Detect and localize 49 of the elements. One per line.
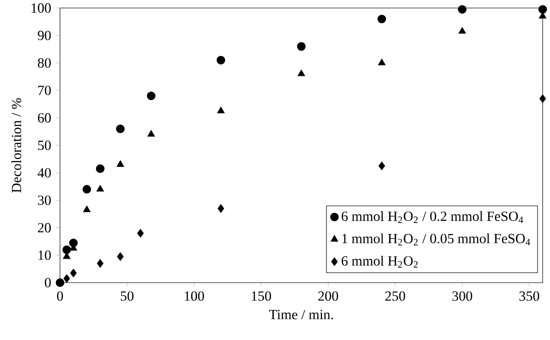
point [63,274,70,283]
point [116,124,125,134]
x-tick-label: 0 [57,291,63,301]
point [217,106,225,114]
x-tick-label: 300 [452,291,472,301]
point [82,185,92,194]
point [117,252,124,261]
y-tick-label: 20 [38,223,51,232]
point [378,14,386,24]
y-tick-label: 80 [38,58,51,68]
point [56,278,64,287]
y-tick-label: 30 [38,196,51,205]
x-tick-label: 350 [519,291,540,301]
point [218,204,224,213]
y-tick-label: 0 [44,278,51,288]
legend-label: 6 mmol H$_{2}$O$_{2}$ [342,256,418,268]
point [116,160,124,167]
y-tick-label: 50 [38,140,51,150]
point [146,92,156,100]
point [96,185,104,192]
x-tick-label: 50 [120,291,134,301]
y-tick-label: 40 [38,168,51,178]
point [216,56,226,64]
point [96,164,104,173]
y-tick-label: 10 [38,250,51,260]
y-tick-label: 70 [38,86,51,96]
y-axis-title: Decoloration / % [11,98,22,193]
point [147,130,155,137]
point [298,70,306,76]
point [378,162,386,170]
y-tick-label: 60 [38,113,51,123]
legend-label: 1 mmol H$_{2}$O$_{2}$ / 0.05 mmol FeSO$_{4}$ [342,234,530,246]
point [96,259,104,268]
point [62,245,71,254]
point [297,42,306,51]
point [458,5,466,14]
point [70,268,77,278]
y-tick-label: 100 [32,3,51,13]
point [378,58,386,66]
legend-label: 6 mmol H$_{2}$O$_{2}$ / 0.2 mmol FeSO$_{4}$ [342,211,524,224]
x-tick-label: 100 [184,291,204,301]
y-tick-label: 90 [38,30,51,40]
point [137,228,144,238]
x-tick-label: 250 [385,291,406,301]
point [458,27,466,34]
x-tick-label: 150 [252,291,272,301]
x-axis-title: Time / min. [269,310,333,320]
point [83,206,91,212]
x-tick-label: 200 [318,291,338,301]
